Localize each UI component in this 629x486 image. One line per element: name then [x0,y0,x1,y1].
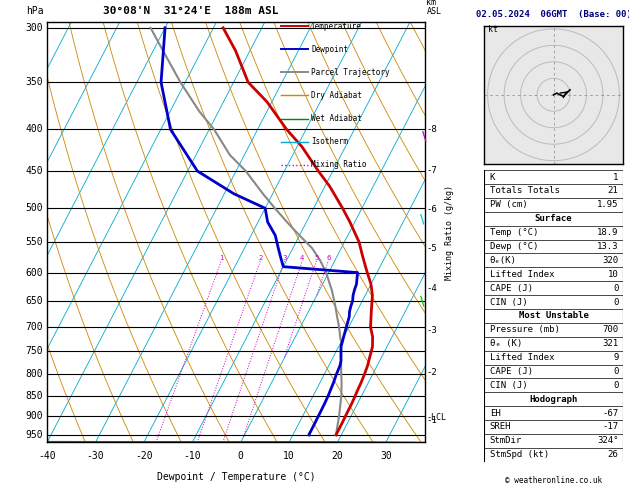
Text: 18.9: 18.9 [597,228,618,237]
Text: 600: 600 [26,268,43,278]
Text: 950: 950 [26,430,43,440]
Text: kt: kt [487,25,498,34]
Text: © weatheronline.co.uk: © weatheronline.co.uk [505,476,602,485]
Text: -30: -30 [87,451,104,461]
Text: Lifted Index: Lifted Index [490,353,554,362]
Text: CAPE (J): CAPE (J) [490,284,533,293]
Text: 1.95: 1.95 [597,200,618,209]
Text: 10: 10 [283,451,295,461]
Text: Lifted Index: Lifted Index [490,270,554,279]
Text: Parcel Trajectory: Parcel Trajectory [311,68,390,77]
Text: -8: -8 [426,125,437,134]
Text: θₑ(K): θₑ(K) [490,256,517,265]
Text: 20: 20 [331,451,343,461]
Text: 10: 10 [608,270,618,279]
Text: K: K [490,173,495,182]
Text: Wet Adiabat: Wet Adiabat [311,114,362,123]
Text: 900: 900 [26,411,43,421]
Text: 700: 700 [26,322,43,332]
Text: 400: 400 [26,124,43,135]
Text: km
ASL: km ASL [426,0,442,16]
Text: \: \ [420,295,425,308]
Text: \: \ [420,212,425,225]
Text: 700: 700 [603,325,618,334]
Text: θₑ (K): θₑ (K) [490,339,522,348]
Text: 800: 800 [26,369,43,379]
Text: 02.05.2024  06GMT  (Base: 00): 02.05.2024 06GMT (Base: 00) [476,10,629,19]
Text: -LCL: -LCL [426,413,447,422]
Text: -17: -17 [603,422,618,432]
Text: CIN (J): CIN (J) [490,381,528,390]
Text: 2: 2 [259,255,263,260]
Text: StmSpd (kt): StmSpd (kt) [490,450,549,459]
Text: 0: 0 [613,284,618,293]
Text: 750: 750 [26,347,43,356]
Text: 300: 300 [26,23,43,33]
Text: CIN (J): CIN (J) [490,297,528,307]
Text: 4: 4 [300,255,304,260]
Text: 0: 0 [613,297,618,307]
Text: -67: -67 [603,409,618,417]
Text: 9: 9 [613,353,618,362]
Text: Mixing Ratio: Mixing Ratio [311,160,367,169]
Text: Temp (°C): Temp (°C) [490,228,538,237]
Text: 6: 6 [326,255,330,260]
Text: Hodograph: Hodograph [530,395,577,404]
Text: StmDir: StmDir [490,436,522,445]
Text: 320: 320 [603,256,618,265]
Text: SREH: SREH [490,422,511,432]
Text: 3: 3 [282,255,287,260]
Text: -7: -7 [426,166,437,175]
Text: 500: 500 [26,203,43,213]
Text: 13.3: 13.3 [597,242,618,251]
Text: Dewpoint: Dewpoint [311,45,348,53]
Text: -5: -5 [426,244,437,253]
Text: 324°: 324° [597,436,618,445]
Text: Mixing Ratio (g/kg): Mixing Ratio (g/kg) [445,185,454,279]
Text: 321: 321 [603,339,618,348]
Text: \: \ [422,130,427,142]
Text: Dry Adiabat: Dry Adiabat [311,91,362,100]
Text: 350: 350 [26,77,43,87]
Text: -10: -10 [184,451,201,461]
Text: EH: EH [490,409,501,417]
Text: 650: 650 [26,296,43,306]
Text: Dewpoint / Temperature (°C): Dewpoint / Temperature (°C) [157,472,315,482]
Text: -20: -20 [135,451,153,461]
Text: 850: 850 [26,391,43,400]
Text: PW (cm): PW (cm) [490,200,528,209]
Text: Most Unstable: Most Unstable [518,312,589,320]
Text: Surface: Surface [535,214,572,223]
Text: -3: -3 [426,326,437,334]
Text: -2: -2 [426,368,437,377]
Text: 0: 0 [613,367,618,376]
Text: -4: -4 [426,284,437,293]
Text: 450: 450 [26,166,43,176]
Text: Isotherm: Isotherm [311,137,348,146]
Text: 30: 30 [380,451,392,461]
Text: hPa: hPa [26,5,43,16]
Text: Temperature: Temperature [311,21,362,31]
Text: Totals Totals: Totals Totals [490,187,560,195]
Text: 0: 0 [238,451,243,461]
Text: 550: 550 [26,237,43,247]
Text: CAPE (J): CAPE (J) [490,367,533,376]
Text: 1: 1 [613,173,618,182]
Text: 5: 5 [314,255,319,260]
Text: Dewp (°C): Dewp (°C) [490,242,538,251]
Text: 21: 21 [608,187,618,195]
Text: Pressure (mb): Pressure (mb) [490,325,560,334]
Text: 26: 26 [608,450,618,459]
Text: -6: -6 [426,205,437,214]
Text: 30°08'N  31°24'E  188m ASL: 30°08'N 31°24'E 188m ASL [103,5,279,16]
Text: 1: 1 [219,255,224,260]
Text: -40: -40 [38,451,56,461]
Text: -1: -1 [426,416,437,425]
Text: 0: 0 [613,381,618,390]
